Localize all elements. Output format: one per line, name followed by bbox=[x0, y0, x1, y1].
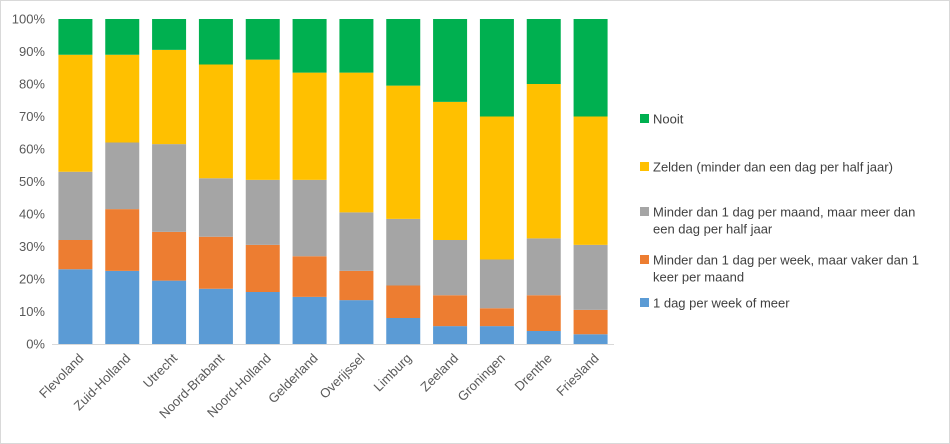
bar-segment bbox=[479, 19, 514, 117]
bar-segment bbox=[105, 270, 140, 344]
bar-segment bbox=[386, 19, 421, 86]
bar-segment bbox=[339, 212, 374, 271]
y-tick-label: 100% bbox=[12, 12, 46, 27]
bar-segment bbox=[573, 334, 608, 344]
bar-segment bbox=[573, 19, 608, 117]
y-tick-label: 80% bbox=[19, 77, 45, 92]
legend-label: Nooit bbox=[653, 112, 684, 127]
bar-segment bbox=[573, 116, 608, 245]
bar-segment bbox=[245, 179, 280, 245]
bar-segment bbox=[292, 296, 327, 344]
legend-label: Minder dan 1 dag per week, maar vaker da… bbox=[653, 253, 919, 268]
bar-segment bbox=[292, 72, 327, 180]
bar-segment bbox=[105, 209, 140, 271]
legend-label: een dag per half jaar bbox=[653, 222, 773, 237]
bar-segment bbox=[198, 236, 233, 289]
bar-segment bbox=[339, 270, 374, 301]
bar-segment bbox=[58, 171, 93, 240]
bar-segment bbox=[292, 19, 327, 73]
bar-segment bbox=[526, 295, 561, 331]
bar-segment bbox=[479, 259, 514, 309]
bar-segment bbox=[58, 19, 93, 55]
bars bbox=[58, 19, 608, 344]
bar-segment bbox=[526, 238, 561, 296]
y-tick-label: 40% bbox=[19, 207, 45, 222]
bar-segment bbox=[152, 19, 187, 50]
y-tick-label: 90% bbox=[19, 44, 45, 59]
bar-segment bbox=[105, 19, 140, 55]
bar-segment bbox=[386, 318, 421, 344]
y-tick-label: 10% bbox=[19, 304, 45, 319]
bar-segment bbox=[339, 19, 374, 73]
bar-segment bbox=[245, 59, 280, 180]
bar-segment bbox=[58, 240, 93, 270]
bar-segment bbox=[245, 292, 280, 344]
bar-segment bbox=[386, 218, 421, 286]
bar-segment bbox=[526, 331, 561, 344]
bar-segment bbox=[573, 244, 608, 310]
bar-segment bbox=[245, 244, 280, 292]
legend: Nooit Zelden (minder dan een dag per half… bbox=[640, 112, 919, 311]
bar-segment bbox=[292, 179, 327, 257]
bar-segment bbox=[198, 288, 233, 344]
bar-segment bbox=[152, 231, 187, 281]
legend-label: keer per maand bbox=[653, 270, 744, 285]
bar-segment bbox=[479, 116, 514, 260]
bar-segment bbox=[433, 101, 468, 240]
y-tick-label: 30% bbox=[19, 239, 45, 254]
bar-segment bbox=[198, 19, 233, 65]
y-tick-label: 0% bbox=[26, 337, 45, 352]
y-tick-label: 50% bbox=[19, 174, 45, 189]
bar-segment bbox=[479, 308, 514, 327]
legend-swatch bbox=[640, 207, 649, 216]
bar-segment bbox=[526, 19, 561, 84]
legend-swatch bbox=[640, 298, 649, 307]
bar-segment bbox=[573, 309, 608, 335]
bar-segment bbox=[245, 19, 280, 60]
bar-segment bbox=[105, 54, 140, 143]
bar-segment bbox=[433, 19, 468, 102]
bar-segment bbox=[479, 326, 514, 344]
legend-label: Zelden (minder dan een dag per half jaar… bbox=[653, 160, 893, 175]
bar-segment bbox=[198, 178, 233, 237]
bar-segment bbox=[152, 49, 187, 145]
legend-label: 1 dag per week of meer bbox=[653, 296, 790, 311]
bar-segment bbox=[292, 256, 327, 297]
legend-swatch bbox=[640, 255, 649, 264]
y-tick-label: 60% bbox=[19, 142, 45, 157]
bar-segment bbox=[433, 240, 468, 296]
bar-segment bbox=[526, 84, 561, 239]
bar-segment bbox=[152, 144, 187, 232]
bar-segment bbox=[386, 85, 421, 219]
y-axis: 0% 10% 20% 30% 40% 50% 60% 70% 80% 90% 100% bbox=[12, 12, 46, 352]
legend-swatch bbox=[640, 114, 649, 123]
bar-segment bbox=[198, 64, 233, 179]
y-tick-label: 20% bbox=[19, 272, 45, 287]
y-tick-label: 70% bbox=[19, 109, 45, 124]
bar-segment bbox=[58, 269, 93, 344]
legend-swatch bbox=[640, 162, 649, 171]
bar-segment bbox=[105, 142, 140, 210]
bar-segment bbox=[58, 54, 93, 172]
bar-segment bbox=[152, 280, 187, 344]
bar-segment bbox=[386, 285, 421, 318]
legend-label: Minder dan 1 dag per maand, maar meer da… bbox=[653, 205, 915, 220]
bar-segment bbox=[433, 326, 468, 344]
bar-segment bbox=[339, 300, 374, 344]
bar-segment bbox=[339, 72, 374, 213]
bar-segment bbox=[433, 295, 468, 327]
